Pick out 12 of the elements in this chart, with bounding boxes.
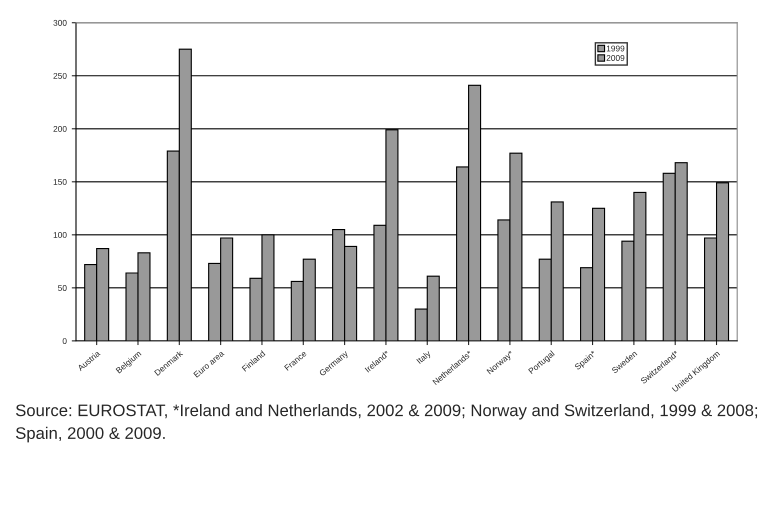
y-tick-label: 50 bbox=[58, 285, 67, 291]
legend-label: 1999 bbox=[606, 46, 624, 52]
legend-label: 2009 bbox=[606, 55, 624, 61]
y-tick-label: 100 bbox=[54, 232, 67, 238]
source-note: Source: EUROSTAT, *Ireland and Netherlands, 2002 & 2009; Norway and Switzerland, 1999 & 2008; Spain, 2000 & 2009. bbox=[16, 404, 758, 442]
y-tick-label: 250 bbox=[53, 72, 67, 79]
x-tick-label: Euro area bbox=[193, 350, 225, 378]
y-tick-label: 200 bbox=[53, 126, 67, 132]
y-tick-label: 150 bbox=[54, 179, 67, 185]
x-tick-label: Italy bbox=[416, 350, 432, 366]
y-tick-label: 300 bbox=[53, 20, 67, 26]
y-tick-label: 0 bbox=[62, 338, 67, 344]
